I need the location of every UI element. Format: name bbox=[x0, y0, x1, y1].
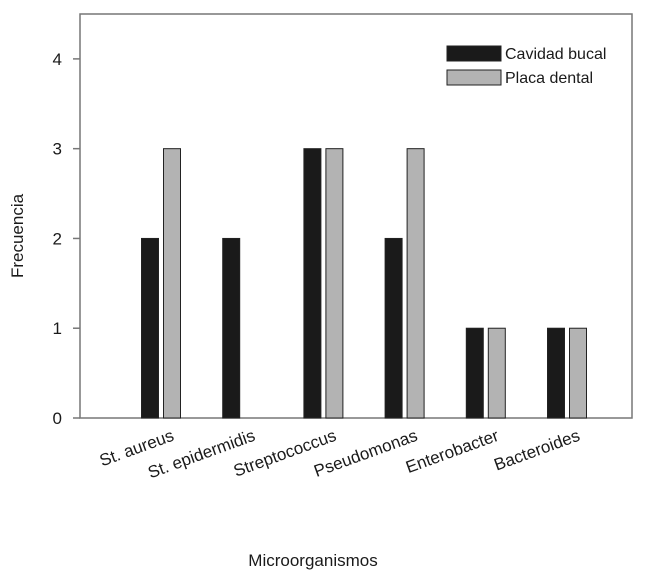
bar-cavidad-bucal bbox=[222, 237, 241, 419]
bar-placa-dental bbox=[487, 327, 506, 419]
y-tick-label: 4 bbox=[53, 50, 62, 69]
bar-cavidad-bucal bbox=[303, 148, 322, 419]
legend-label: Placa dental bbox=[505, 70, 593, 87]
legend-label: Cavidad bucal bbox=[505, 46, 606, 63]
bars-layer bbox=[141, 148, 587, 419]
bar-cavidad-bucal bbox=[547, 327, 565, 419]
bar-placa-dental bbox=[163, 148, 181, 419]
x-tick-label: Bacteroides bbox=[492, 426, 583, 475]
bar-cavidad-bucal bbox=[465, 327, 484, 419]
bar-cavidad-bucal bbox=[384, 237, 403, 419]
y-axis-title: Frecuencia bbox=[8, 193, 27, 278]
legend-swatch bbox=[446, 69, 502, 86]
y-tick-label: 3 bbox=[53, 140, 62, 159]
legend-swatch bbox=[446, 45, 502, 62]
x-axis-title: Microorganismos bbox=[248, 551, 377, 570]
y-tick-label: 0 bbox=[53, 409, 62, 428]
legend: Cavidad bucal Placa dental bbox=[446, 45, 606, 87]
x-tick-label: Enterobacter bbox=[403, 426, 501, 477]
bar-cavidad-bucal bbox=[141, 237, 159, 419]
bar-placa-dental bbox=[406, 148, 425, 419]
y-tick-label: 2 bbox=[53, 229, 62, 248]
bar-placa-dental bbox=[569, 327, 587, 419]
bar-placa-dental bbox=[325, 148, 344, 419]
y-axis-ticks: 0 1 2 3 4 bbox=[53, 50, 80, 428]
y-tick-label: 1 bbox=[53, 319, 62, 338]
